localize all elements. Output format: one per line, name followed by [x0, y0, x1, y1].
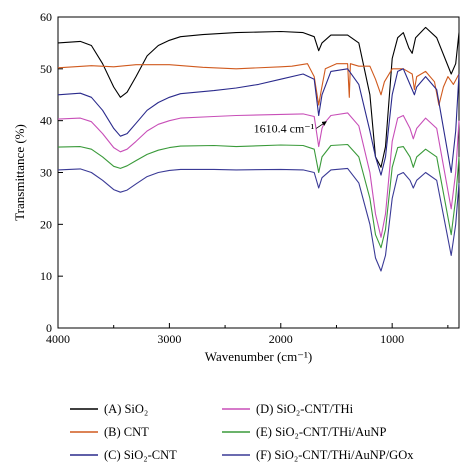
y-axis-title: Transmittance (%): [12, 124, 27, 221]
y-tick-label: 0: [46, 321, 52, 335]
series-line-1: [57, 26, 460, 168]
series-layer: [57, 26, 460, 272]
y-tick-label: 60: [40, 10, 52, 24]
legend-label-2: (B) CNT: [104, 425, 149, 439]
annotation-arrow: [315, 121, 327, 129]
legend-label-6: (F) SiO₂-CNT/THi/AuNP/GOx: [256, 448, 414, 462]
series-line-5: [57, 143, 460, 249]
x-tick-label: 3000: [157, 332, 181, 346]
legend-label-1: (A) SiO₂: [104, 402, 148, 416]
legend-label-5: (E) SiO₂-CNT/THi/AuNP: [256, 425, 386, 439]
y-tick-label: 50: [40, 62, 52, 76]
series-line-6: [57, 167, 460, 272]
annotation-layer: 1610.4 cm⁻¹: [254, 121, 327, 135]
x-tick-label: 2000: [269, 332, 293, 346]
series-line-3: [57, 68, 460, 176]
x-tick-label: 1000: [380, 332, 404, 346]
y-tick-label: 10: [40, 269, 52, 283]
legend-label-3: (C) SiO₂-CNT: [104, 448, 177, 462]
x-axis-title: Wavenumber (cm⁻¹): [205, 349, 313, 364]
y-tick-label: 30: [40, 166, 52, 180]
legend: (A) SiO₂ (B) CNT (C) SiO₂-CNT (D) SiO₂-CNT/…: [70, 402, 414, 462]
series-line-2: [57, 63, 460, 106]
y-tick-label: 40: [40, 114, 52, 128]
x-tick-label: 4000: [46, 332, 70, 346]
legend-label-4: (D) SiO₂-CNT/THi: [256, 402, 354, 416]
plot-frame: [57, 16, 460, 329]
plot-axes: 4000 3000 2000 1000 0 10 20 30 40 50 60: [40, 10, 460, 346]
annotation-label: 1610.4 cm⁻¹: [254, 121, 315, 135]
y-tick-label: 20: [40, 217, 52, 231]
